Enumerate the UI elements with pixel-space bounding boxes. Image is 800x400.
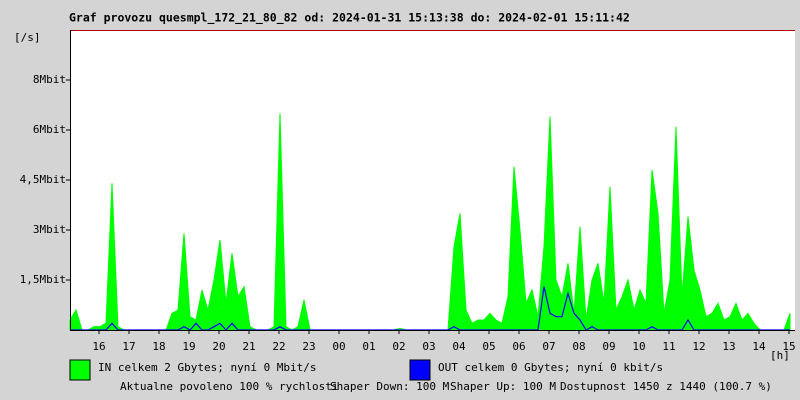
x-tick-label: 18: [152, 340, 165, 353]
status-note: Shaper Up: 100 M: [450, 380, 556, 393]
x-tick-label: 01: [362, 340, 375, 353]
x-tick-label: 12: [692, 340, 705, 353]
x-tick-label: 00: [332, 340, 345, 353]
x-tick-label: 21: [242, 340, 255, 353]
legend-label: IN celkem 2 Gbytes; nyní 0 Mbit/s: [98, 361, 317, 374]
y-tick-label: 8Mbit: [33, 73, 66, 86]
x-tick-label: 14: [752, 340, 766, 353]
y-tick-label: 3Mbit: [33, 223, 66, 236]
x-tick-label: 06: [512, 340, 525, 353]
x-tick-label: 03: [422, 340, 435, 353]
y-tick-label: 4,5Mbit: [20, 173, 66, 186]
status-note: Shaper Down: 100 M: [330, 380, 450, 393]
x-tick-label: 15: [782, 340, 795, 353]
x-tick-label: 09: [602, 340, 615, 353]
x-tick-label: 11: [662, 340, 675, 353]
status-note: Dostupnost 1450 z 1440 (100.7 %): [560, 380, 772, 393]
legend-swatch: [409, 359, 431, 381]
y-axis-label: [/s]: [14, 31, 41, 44]
x-tick-label: 13: [722, 340, 735, 353]
x-tick-label: 22: [272, 340, 285, 353]
x-tick-label: 19: [182, 340, 195, 353]
x-tick-label: 08: [572, 340, 585, 353]
legend-swatch: [69, 359, 91, 381]
x-tick-label: 20: [212, 340, 225, 353]
x-tick-label: 07: [542, 340, 555, 353]
x-tick-label: 02: [392, 340, 405, 353]
x-tick-label: 10: [632, 340, 645, 353]
x-tick-label: 05: [482, 340, 495, 353]
y-tick-label: 6Mbit: [33, 123, 66, 136]
chart-title: Graf provozu quesmpl_172_21_80_82 od: 20…: [69, 11, 630, 26]
x-tick-label: 04: [452, 340, 466, 353]
y-tick-label: 1,5Mbit: [20, 273, 66, 286]
x-axis-label: [h]: [770, 349, 790, 362]
x-tick-label: 17: [122, 340, 135, 353]
x-tick-label: 16: [92, 340, 105, 353]
x-tick-label: 23: [302, 340, 315, 353]
legend-label: OUT celkem 0 Gbytes; nyní 0 kbit/s: [438, 361, 663, 374]
status-note: Aktualne povoleno 100 % rychlosti: [120, 380, 339, 393]
